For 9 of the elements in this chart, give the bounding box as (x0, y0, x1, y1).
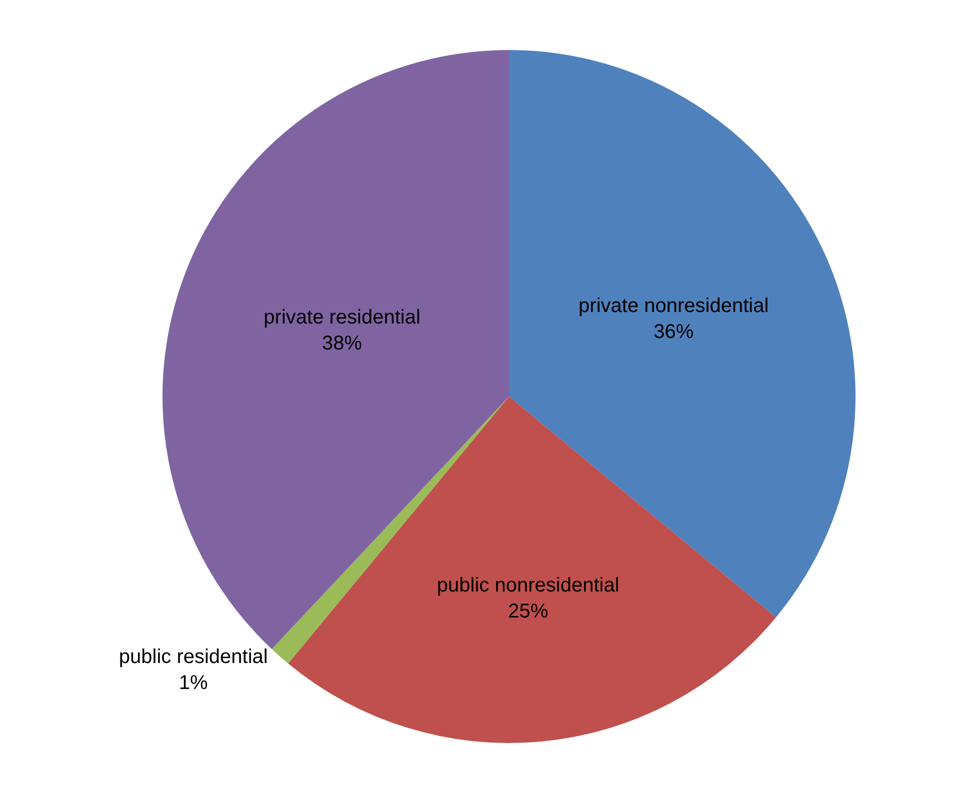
data-label: 38% (322, 332, 362, 354)
data-label: 36% (654, 321, 694, 344)
slice-label: private nonresidential (578, 295, 769, 318)
slice-label: private residential (264, 306, 420, 328)
slice-label: public residential (118, 646, 268, 668)
slice-label: public nonresidential (436, 574, 620, 597)
data-label: 1% (178, 672, 208, 694)
pie-slice (288, 396, 776, 743)
data-label: 25% (508, 600, 548, 623)
